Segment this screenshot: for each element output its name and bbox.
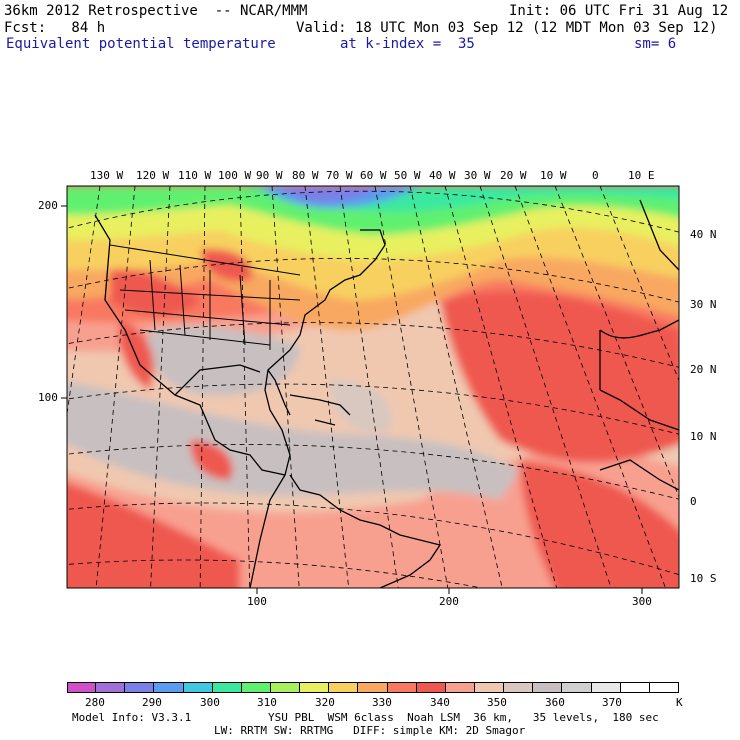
model-info: Model Info: V3.3.1 <box>72 711 192 724</box>
lon-label: 10 E <box>628 169 655 182</box>
grid-x-label: 300 <box>632 595 652 608</box>
scale-swatch <box>358 682 388 693</box>
scale-swatch <box>533 682 563 693</box>
physics-info: YSU PBL WSM 6class Noah LSM 36 km, 35 le… <box>268 711 659 724</box>
scale-label: 330 <box>372 696 392 709</box>
scale-swatch <box>212 682 242 693</box>
run-title: 36km 2012 Retrospective -- NCAR/MMM <box>4 3 308 19</box>
political-borders <box>109 244 301 350</box>
scale-swatch <box>241 682 271 693</box>
grid-x-label: 100 <box>247 595 267 608</box>
smoothing: sm= 6 <box>634 36 677 52</box>
field-name: Equivalent potential temperature <box>6 36 276 52</box>
scale-frame <box>67 682 679 693</box>
scale-label: 360 <box>545 696 565 709</box>
lat-label: 10 N <box>690 430 717 443</box>
lat-lon-grid <box>67 186 679 588</box>
scale-label: 290 <box>142 696 162 709</box>
scale-swatch <box>300 682 330 693</box>
lon-label: 120 W <box>136 169 170 182</box>
lon-label: 100 W <box>218 169 252 182</box>
scale-label: 350 <box>487 696 507 709</box>
scale-swatch <box>445 682 475 693</box>
scale-swatch <box>416 682 446 693</box>
lon-label: 70 W <box>326 169 353 182</box>
lon-label: 40 W <box>429 169 456 182</box>
lon-label: 50 W <box>394 169 421 182</box>
scale-swatch <box>125 682 155 693</box>
scale-label: 300 <box>200 696 220 709</box>
scale-label: 310 <box>257 696 277 709</box>
scale-swatch <box>154 682 184 693</box>
lon-label: 30 W <box>464 169 491 182</box>
scale-swatch <box>183 682 213 693</box>
scale-swatch <box>387 682 417 693</box>
lon-label: 20 W <box>500 169 527 182</box>
lat-label: 0 <box>690 495 697 508</box>
init-time: Init: 06 UTC Fri 31 Aug 12 <box>509 3 729 19</box>
shaded-field <box>67 186 679 588</box>
forecast-hour: Fcst: 84 h <box>4 20 106 36</box>
scale-label: 320 <box>315 696 335 709</box>
physics-info-2: LW: RRTM SW: RRTMG DIFF: simple KM: 2D S… <box>214 724 526 737</box>
lon-label: 110 W <box>178 169 212 182</box>
lon-label: 0 <box>592 169 599 182</box>
lon-label: 90 W <box>256 169 283 182</box>
lat-label: 10 S <box>690 572 717 585</box>
scale-swatch <box>504 682 534 693</box>
grid-y-label: 100 <box>38 391 58 404</box>
scale-label: 340 <box>430 696 450 709</box>
scale-unit: K <box>676 696 683 709</box>
lat-label: 20 N <box>690 363 717 376</box>
grid-x-label: 200 <box>439 595 459 608</box>
scale-swatch <box>329 682 359 693</box>
scale-swatch <box>67 682 97 693</box>
lon-label: 10 W <box>540 169 567 182</box>
coastlines <box>94 199 679 588</box>
scale-label: 280 <box>85 696 105 709</box>
scale-swatch <box>475 682 505 693</box>
scale-swatch <box>620 682 650 693</box>
scale-label: 370 <box>602 696 622 709</box>
lat-label: 30 N <box>690 298 717 311</box>
scale-swatch <box>562 682 592 693</box>
lon-label: 80 W <box>292 169 319 182</box>
lon-label: 130 W <box>90 169 124 182</box>
scale-swatch <box>271 682 301 693</box>
level-index: at k-index = 35 <box>340 36 475 52</box>
lon-label: 60 W <box>360 169 387 182</box>
lat-label: 40 N <box>690 228 717 241</box>
scale-swatch <box>96 682 126 693</box>
scale-swatch <box>591 682 621 693</box>
valid-time: Valid: 18 UTC Mon 03 Sep 12 (12 MDT Mon … <box>296 20 718 36</box>
grid-y-label: 200 <box>38 199 58 212</box>
